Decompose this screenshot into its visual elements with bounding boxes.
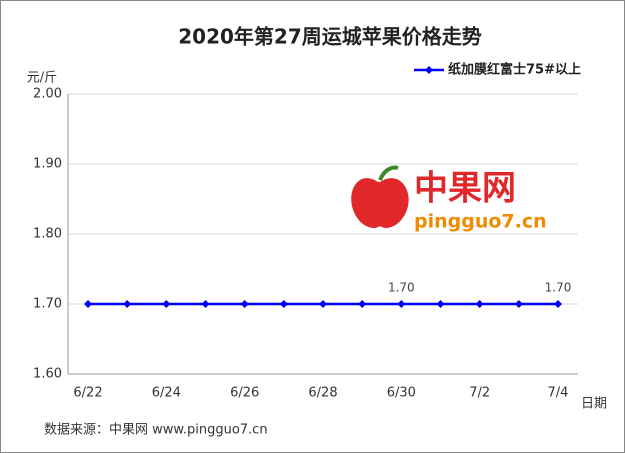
point xyxy=(358,300,367,308)
x-tick-label: 6/26 xyxy=(230,386,259,401)
y-tick-label: 1.90 xyxy=(33,157,62,172)
legend-label: 纸加膜红富士75#以上 xyxy=(448,62,581,78)
x-tick-label: 7/4 xyxy=(548,386,569,401)
point xyxy=(397,300,406,308)
logo-leaf xyxy=(378,165,399,181)
x-axis-label: 日期 xyxy=(581,397,607,412)
point xyxy=(514,300,523,308)
x-tick-label: 6/22 xyxy=(73,386,102,401)
point xyxy=(201,300,210,308)
point xyxy=(475,300,484,308)
point xyxy=(162,300,171,308)
point xyxy=(84,300,92,308)
point xyxy=(554,300,562,308)
y-tick-label: 2.00 xyxy=(33,87,62,102)
x-tick-label: 6/24 xyxy=(152,386,181,401)
data-label: 1.70 xyxy=(388,281,415,295)
source: 数据来源：中果网 www.pingguo7.cn xyxy=(44,423,268,438)
logo-apple xyxy=(351,178,409,228)
y-tick-label: 1.70 xyxy=(33,297,62,312)
legend-marker xyxy=(425,66,433,74)
point xyxy=(240,300,249,308)
y-tick-label: 1.80 xyxy=(33,227,62,242)
point xyxy=(279,300,288,308)
watermark-url: pingguo7.cn xyxy=(414,211,547,233)
watermark-name: 中果网 xyxy=(414,169,516,209)
x-tick-label: 6/28 xyxy=(308,386,337,401)
x-tick-label: 6/30 xyxy=(387,386,416,401)
y-tick-label: 1.60 xyxy=(33,367,62,382)
chart-title: 2020年第27周运城苹果价格走势 xyxy=(178,25,482,49)
point xyxy=(123,300,132,308)
data-label: 1.70 xyxy=(545,281,572,295)
point xyxy=(319,300,327,308)
point xyxy=(436,300,445,308)
x-tick-label: 7/2 xyxy=(469,386,490,401)
y-axis-label: 元/斤 xyxy=(27,71,57,86)
watermark: 中果网 pingguo7.cn xyxy=(351,165,547,233)
